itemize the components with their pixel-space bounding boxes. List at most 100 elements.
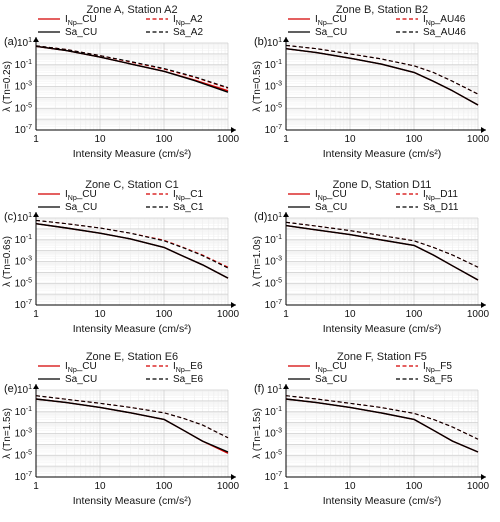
series-line-sa-cu	[285, 48, 479, 106]
legend-entry: Sa_A2	[173, 27, 203, 38]
y-tick-label: 10-3	[15, 428, 32, 440]
legend-entry: Sa_CU	[315, 202, 347, 213]
x-axis-arrow	[481, 302, 486, 308]
y-tick-label: 10-5	[265, 277, 282, 289]
x-tick-label: 10	[344, 481, 356, 492]
panel-label: (e)	[4, 383, 17, 395]
series-line-sa-cu	[35, 45, 229, 93]
y-tick-label: 10-1	[265, 234, 282, 246]
legend-entry: INp_CU	[65, 361, 97, 374]
legend-entry: Sa_F5	[423, 374, 453, 385]
x-tick-label: 1	[283, 134, 289, 145]
legend-entry: Sa_CU	[315, 27, 347, 38]
x-tick-label: 1	[33, 134, 39, 145]
series-line-sa-cu	[35, 398, 229, 453]
y-tick-label: 10-1	[265, 59, 282, 71]
y-axis-label: λ (Tn=1.0s)	[252, 236, 263, 287]
y-tick-label: 10-3	[15, 81, 32, 93]
x-tick-label: 1000	[467, 481, 490, 492]
x-tick-label: 1000	[467, 309, 490, 320]
chart-panel: Zone F, Station F5 (f) INp_CU INp_F5 Sa_CU Sa…	[252, 351, 490, 507]
grid	[35, 42, 229, 131]
legend-entry: INp_CU	[315, 14, 347, 27]
panel-label: (b)	[254, 36, 267, 48]
y-tick-label: 10-7	[15, 124, 32, 136]
x-tick-label: 100	[406, 481, 423, 492]
series-line-sa-cu	[285, 224, 479, 281]
series-line-sa-e6	[35, 395, 229, 439]
y-axis-arrow	[33, 37, 39, 42]
y-axis-arrow	[283, 212, 289, 217]
y-axis-label: λ (Tn=1.5s)	[252, 408, 263, 459]
panel-label: (c)	[4, 211, 17, 223]
series-group	[35, 45, 229, 93]
x-tick-label: 1000	[217, 309, 240, 320]
y-axis-arrow	[33, 212, 39, 217]
legend-entry: Sa_E6	[173, 374, 203, 385]
panel-title: Zone C, Station C1	[85, 179, 179, 191]
grid	[285, 389, 479, 478]
y-tick-label: 10-5	[15, 277, 32, 289]
legend-entry: Sa_CU	[65, 202, 97, 213]
series-group	[35, 219, 229, 279]
x-axis-arrow	[481, 127, 486, 133]
panel-title: Zone F, Station F5	[337, 351, 427, 363]
y-axis-arrow	[283, 384, 289, 389]
legend: INp_CU INp_AU46 Sa_CU Sa_AU46	[288, 14, 466, 38]
panel-title: Zone A, Station A2	[86, 4, 177, 16]
y-tick-label: 10-3	[265, 428, 282, 440]
series-group	[285, 221, 479, 281]
grid	[35, 217, 229, 306]
legend-entry: INp_AU46	[423, 14, 466, 27]
x-tick-label: 1000	[217, 481, 240, 492]
series-group	[285, 395, 479, 453]
series-line-sa-cu	[285, 398, 479, 453]
legend-entry: Sa_CU	[65, 27, 97, 38]
y-tick-label: 10-5	[15, 102, 32, 114]
y-tick-label: 10-3	[265, 256, 282, 268]
series-line-sa-au46	[285, 44, 479, 95]
x-tick-label: 100	[406, 134, 423, 145]
y-tick-label: 10-1	[265, 406, 282, 418]
x-axis-label: Intensity Measure (cm/s²)	[73, 323, 191, 335]
legend-entry: Sa_CU	[315, 374, 347, 385]
y-tick-label: 101	[17, 212, 32, 224]
panel-title: Zone E, Station E6	[86, 351, 178, 363]
x-axis-arrow	[231, 302, 236, 308]
panel-label: (d)	[254, 211, 267, 223]
x-axis-label: Intensity Measure (cm/s²)	[73, 148, 191, 160]
legend-entry: INp_F5	[423, 361, 452, 374]
legend-entry: Sa_CU	[65, 374, 97, 385]
x-tick-label: 10	[94, 309, 106, 320]
x-tick-label: 1000	[467, 134, 490, 145]
x-tick-label: 1	[283, 481, 289, 492]
series-line-sa-c1	[35, 219, 229, 269]
y-tick-label: 10-1	[15, 59, 32, 71]
x-tick-label: 1	[283, 309, 289, 320]
series-line-i-np-cu	[35, 45, 229, 92]
y-tick-label: 101	[17, 37, 32, 49]
legend: INp_CU INp_F5 Sa_CU Sa_F5	[288, 361, 453, 385]
series-line-sa-cu	[35, 223, 229, 279]
x-axis-label: Intensity Measure (cm/s²)	[73, 495, 191, 507]
x-tick-label: 100	[406, 309, 423, 320]
x-tick-label: 1000	[217, 134, 240, 145]
y-tick-label: 101	[267, 212, 282, 224]
y-axis-label: λ (Tn=0.5s)	[252, 61, 263, 112]
x-axis-label: Intensity Measure (cm/s²)	[323, 495, 441, 507]
chart-panel: Zone D, Station D11(d)INp_CU INp_D11Sa_CU…	[252, 179, 490, 335]
y-axis-arrow	[33, 384, 39, 389]
legend-entry: INp_CU	[315, 361, 347, 374]
x-axis-label: Intensity Measure (cm/s²)	[323, 323, 441, 335]
y-tick-label: 10-7	[265, 299, 282, 311]
y-axis-label: λ (Tn=0.6s)	[2, 236, 13, 287]
grid	[285, 217, 479, 306]
x-tick-label: 1	[33, 481, 39, 492]
y-tick-label: 10-5	[265, 102, 282, 114]
y-tick-label: 10-5	[15, 449, 32, 461]
legend-entry: Sa_AU46	[423, 27, 466, 38]
